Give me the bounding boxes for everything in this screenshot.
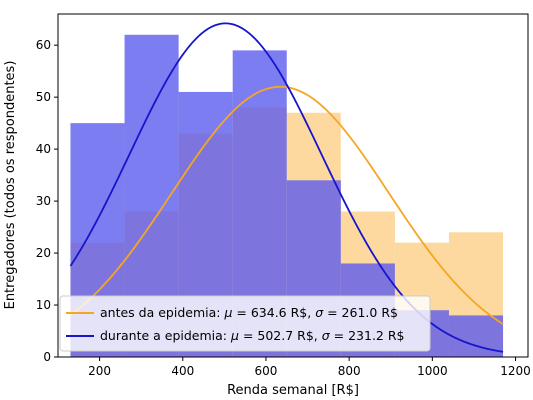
legend-label-antes: antes da epidemia: μ = 634.6 R$, σ = 261…: [100, 305, 398, 320]
normal-curves: [69, 22, 504, 353]
x-tick-label-400: 400: [171, 364, 194, 378]
y-tick-label-30: 30: [36, 194, 51, 208]
curve-durante: [69, 22, 504, 353]
legend-durante-sigma-symbol: σ: [322, 328, 331, 343]
legend-label-durante: durante a epidemia: μ = 502.7 R$, σ = 23…: [100, 328, 405, 343]
legend-durante-prefix: durante a epidemia:: [100, 328, 231, 343]
curve-antes: [69, 85, 504, 325]
legend-antes-sigma-symbol: σ: [315, 305, 324, 320]
legend-durante-mu-value: = 502.7 R$,: [243, 328, 322, 343]
y-tick-label-60: 60: [36, 38, 51, 52]
legend-antes-mu-value: = 634.6 R$,: [236, 305, 315, 320]
x-axis-label: Renda semanal [R$]: [227, 383, 359, 398]
legend-antes-prefix: antes da epidemia:: [100, 305, 224, 320]
y-tick-label-0: 0: [43, 350, 51, 364]
y-tick-label-10: 10: [36, 298, 51, 312]
x-tick-label-200: 200: [88, 364, 111, 378]
x-tick-label-1200: 1200: [500, 364, 531, 378]
x-tick-label-1000: 1000: [417, 364, 448, 378]
axis-ticks: 200 400 600 800 1000 1200 0 10 20 30 40 50 60: [36, 38, 531, 378]
x-tick-label-800: 800: [338, 364, 361, 378]
axes-frame: [57, 13, 529, 358]
legend: antes da epidemia: μ = 634.6 R$, σ = 261…: [59, 295, 431, 352]
legend-antes-mu-symbol: μ: [223, 305, 232, 320]
legend-durante-sigma-value: = 231.2 R$: [334, 328, 405, 343]
y-tick-label-50: 50: [36, 90, 51, 104]
y-axis-label: Entregadores (todos os respondentes): [3, 61, 18, 310]
legend-box: [59, 295, 431, 352]
legend-durante-mu-symbol: μ: [230, 328, 239, 343]
y-tick-label-20: 20: [36, 246, 51, 260]
x-tick-label-600: 600: [255, 364, 278, 378]
y-tick-label-40: 40: [36, 142, 51, 156]
legend-antes-sigma-value: = 261.0 R$: [327, 305, 398, 320]
